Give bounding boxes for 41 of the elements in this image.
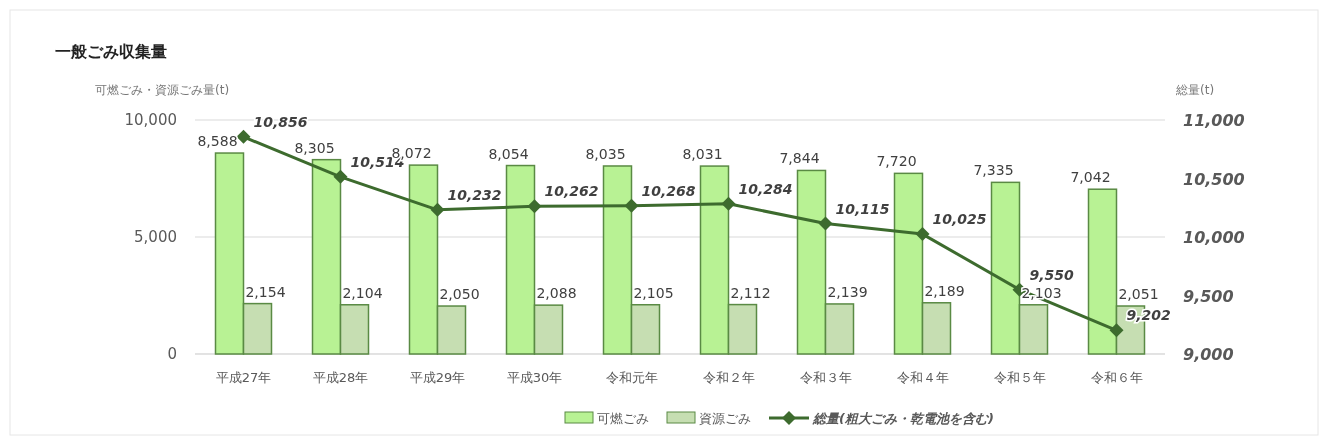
- point: [430, 202, 445, 217]
- legend-label: 資源ごみ: [699, 411, 751, 426]
- y-axis-title: 可燃ごみ・資源ごみ量(t): [95, 83, 230, 97]
- data-label: 10,268: [641, 182, 696, 199]
- point: [236, 129, 251, 144]
- point: [624, 198, 639, 213]
- data-label: 10,232: [447, 186, 502, 203]
- point: [527, 199, 542, 214]
- legend-label: 可燃ごみ: [597, 411, 649, 426]
- point: [721, 196, 736, 211]
- y2-tick-label: 11,000: [1183, 111, 1245, 130]
- data-label: 10,284: [738, 180, 793, 197]
- y-tick-label: 10,000: [124, 111, 177, 129]
- legend-label: 総量(粗大ごみ・乾電池を含む): [812, 411, 994, 426]
- data-label: 10,025: [932, 211, 987, 228]
- x-tick-label: 平成30年: [506, 370, 563, 385]
- data-label: 9,550: [1029, 266, 1075, 283]
- x-tick-label: 令和２年: [702, 370, 755, 385]
- x-tick-label: 令和４年: [896, 370, 949, 385]
- y2-axis-title: 総量(t): [1175, 83, 1215, 97]
- x-tick-label: 平成29年: [409, 370, 466, 385]
- point: [333, 169, 348, 184]
- x-tick-label: 令和６年: [1090, 370, 1143, 385]
- x-tick-label: 平成27年: [215, 370, 272, 385]
- point: [915, 227, 930, 242]
- y2-tick-label: 10,000: [1183, 228, 1245, 247]
- data-label: 10,856: [253, 113, 308, 130]
- chart-title: 一般ごみ収集量: [55, 42, 167, 61]
- y2-tick-label: 10,500: [1183, 169, 1245, 189]
- x-tick-label: 平成28年: [312, 370, 369, 385]
- y2-tick-label: 9,500: [1183, 286, 1234, 306]
- x-tick-label: 令和５年: [993, 370, 1046, 385]
- y-tick-label: 5,000: [134, 228, 177, 246]
- x-tick-label: 令和３年: [799, 370, 852, 385]
- point: [1109, 323, 1124, 338]
- y-tick-label: 0: [167, 345, 177, 363]
- y2-tick-label: 9,000: [1183, 345, 1234, 364]
- x-tick-label: 令和元年: [605, 370, 658, 385]
- point: [818, 216, 833, 231]
- data-label: 10,262: [544, 183, 599, 200]
- data-label: 10,115: [835, 200, 890, 217]
